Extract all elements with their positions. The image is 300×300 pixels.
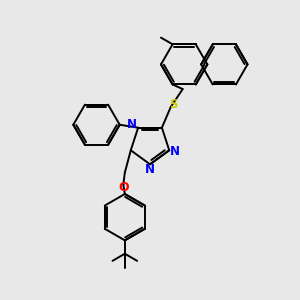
- Text: N: N: [127, 118, 137, 131]
- Text: N: N: [170, 145, 180, 158]
- Text: N: N: [145, 163, 155, 176]
- Text: S: S: [169, 98, 177, 111]
- Text: O: O: [118, 181, 129, 194]
